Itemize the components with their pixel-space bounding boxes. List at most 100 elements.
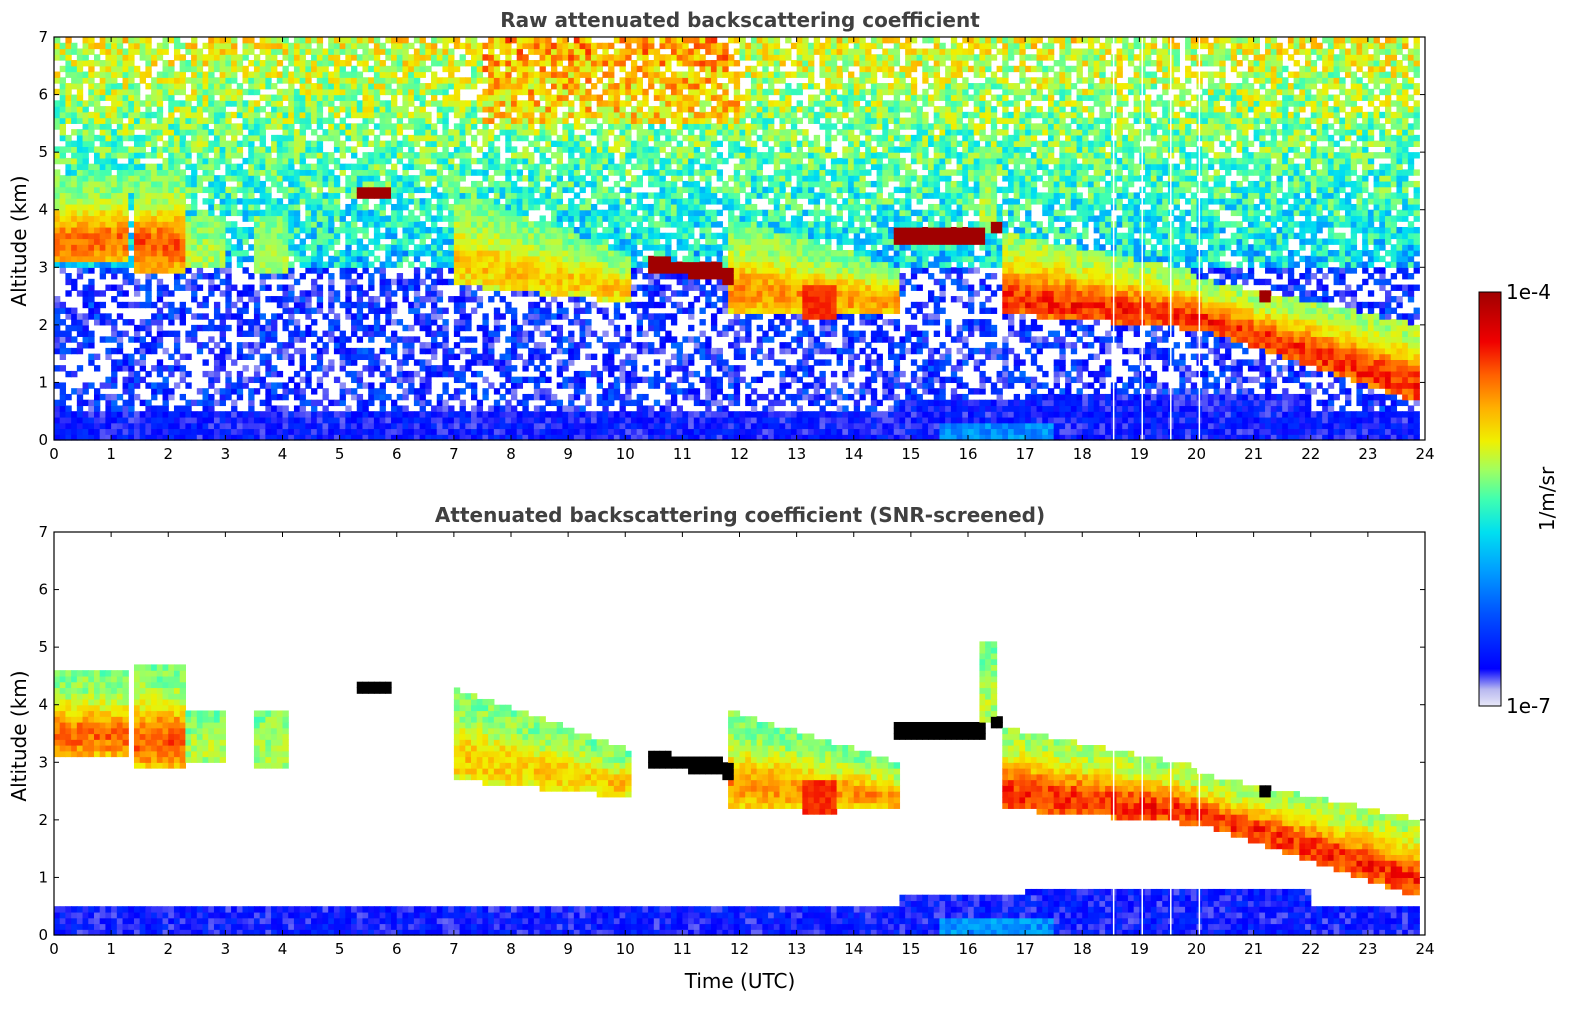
heatmap-cell [316,221,324,228]
heatmap-cell [259,422,266,430]
heatmap-cell [533,261,541,268]
heatmap-cell [173,180,181,188]
heatmap-cell [579,336,586,343]
heatmap-cell [448,215,455,222]
heatmap-cell [282,411,289,418]
heatmap-cell [71,278,78,286]
heatmap-cell [196,399,204,407]
heatmap-cell [139,186,146,194]
heatmap-cell [556,134,564,142]
heatmap-cell [265,54,272,61]
heatmap-cell [562,65,569,73]
heatmap-cell [139,267,146,274]
heatmap-cell [111,232,118,240]
heatmap-cell [465,284,472,291]
heatmap-cell [345,388,352,395]
heatmap-cell [236,388,244,395]
heatmap-cell [431,123,438,130]
heatmap-cell [225,71,232,78]
heatmap-cell [413,255,421,263]
heatmap-cell [185,278,192,286]
heatmap-cell [299,88,306,96]
heatmap-cell [488,250,495,257]
heatmap-cell [316,123,324,130]
heatmap-cell [539,71,546,78]
heatmap-cell [219,83,226,90]
heatmap-cell [328,88,335,96]
heatmap-cell [373,60,381,67]
heatmap-cell [431,140,438,147]
heatmap-cell [248,342,255,349]
heatmap-cell [459,416,466,424]
heatmap-cell [419,163,426,171]
heatmap-cell [76,175,84,182]
heatmap-cell [368,100,375,107]
heatmap-cell [408,117,415,124]
heatmap-cell [482,65,489,73]
heatmap-cell [476,146,484,153]
heatmap-cell [145,215,152,222]
heatmap-cell [505,198,512,205]
heatmap-cell [128,77,135,84]
heatmap-cell [111,330,118,337]
heatmap-cell [128,232,135,240]
heatmap-cell [379,244,386,251]
heatmap-cell [271,255,278,263]
heatmap-cell [299,428,306,435]
heatmap-cell [191,180,198,188]
heatmap-cell [562,267,569,274]
heatmap-cell [271,416,278,424]
heatmap-cell [65,169,72,176]
heatmap-cell [293,209,301,217]
heatmap-cell [402,123,409,130]
heatmap-cell [299,180,306,188]
heatmap-cell [128,255,135,263]
heatmap-cell [196,180,204,188]
heatmap-cell [71,422,78,430]
heatmap-cell [111,347,118,355]
heatmap-cell [356,434,364,441]
heatmap-cell [145,83,152,90]
heatmap-cell [442,307,449,314]
heatmap-cell [139,198,146,205]
heatmap-cell [156,422,164,430]
heatmap-cell [259,226,266,234]
heatmap-cell [562,416,569,424]
heatmap-cell [493,319,501,326]
heatmap-cell [259,215,266,222]
heatmap-cell [122,169,129,176]
heatmap-cell [351,65,358,73]
heatmap-cell [373,434,381,441]
heatmap-cell [128,203,135,211]
heatmap-cell [111,111,118,119]
heatmap-cell [88,434,95,441]
heatmap-cell [265,353,272,360]
heatmap-cell [213,77,221,84]
heatmap-cell [488,146,495,153]
heatmap-cell [476,180,484,188]
heatmap-cell [396,215,404,222]
heatmap-cell [333,250,341,257]
heatmap-cell [65,209,72,217]
heatmap-cell [305,117,312,124]
heatmap-cell [242,342,249,349]
heatmap-cell [465,238,472,245]
heatmap-cell [539,221,546,228]
heatmap-cell [436,192,444,199]
heatmap-cell [533,388,541,395]
heatmap-cell [493,238,501,245]
heatmap-cell [351,42,358,50]
heatmap-cell [368,382,375,389]
heatmap-cell [179,129,186,136]
heatmap-cell [316,273,324,280]
heatmap-cell [339,152,346,159]
heatmap-cell [145,169,152,176]
heatmap-cell [556,163,564,171]
heatmap-cell [219,250,226,257]
heatmap-cell [288,152,295,159]
heatmap-cell [156,255,164,263]
heatmap-cell [133,65,141,73]
heatmap-cell [562,284,569,291]
heatmap-cell [362,100,369,107]
heatmap-cell [339,301,346,309]
